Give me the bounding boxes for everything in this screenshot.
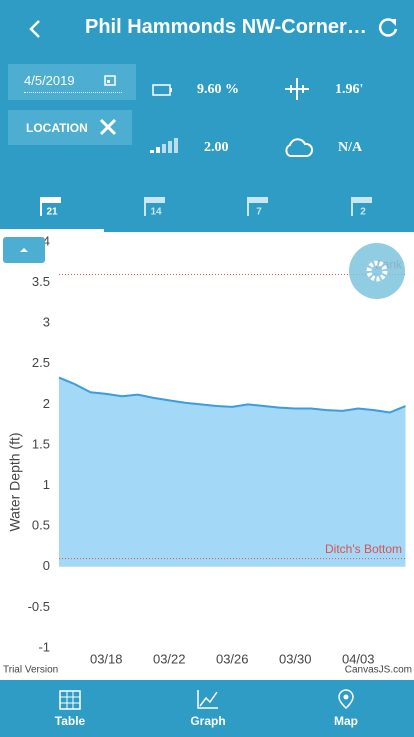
y-tick-label: 2 [43, 396, 50, 411]
calendar-icon [104, 75, 116, 86]
level: 1.96' [335, 82, 364, 97]
nav-label[interactable]: Table [54, 714, 86, 728]
x-tick-label: 03/22 [153, 651, 186, 666]
signal: 2.00 [204, 140, 229, 155]
calendar-top [351, 198, 372, 203]
y-tick-label: 0.5 [32, 518, 50, 533]
date: 4/5/2019 [24, 73, 122, 93]
graph-icon [197, 690, 218, 709]
y-tick-label: -0.5 [28, 599, 50, 614]
tab-label: 7 [256, 207, 262, 216]
y-tick-label: -1 [38, 639, 50, 654]
tab-icon[interactable]: 21 [39, 194, 61, 216]
calendar-top [41, 198, 61, 203]
refresh-button[interactable] [376, 16, 400, 40]
y-tick-label: 1 [43, 477, 50, 492]
settings-button[interactable] [348, 242, 406, 300]
area [59, 377, 406, 567]
tab-label: 14 [150, 207, 162, 216]
nav-label[interactable]: Map [334, 714, 358, 728]
y-tick-label: 1.5 [32, 436, 50, 451]
y-tick-label: 0 [43, 558, 50, 573]
tools-icon [99, 118, 117, 136]
tab-icon[interactable]: 7 [246, 194, 268, 216]
tab-icon[interactable]: 2 [350, 194, 372, 216]
tab-label: 2 [360, 207, 366, 216]
x-tick-label: 04/03 [342, 651, 375, 666]
battery-icon [152, 84, 172, 96]
location-button[interactable]: LOCATION [8, 110, 132, 145]
back-button[interactable] [26, 18, 44, 40]
collapse-button[interactable] [3, 237, 45, 263]
calendar-top [248, 198, 268, 203]
y-tick-label: 2.5 [32, 355, 50, 370]
credit: Trial Version [3, 665, 58, 676]
y-axis-title: Water Depth (ft) [7, 432, 23, 531]
calendar-top [144, 198, 165, 203]
bottom-nav [0, 680, 414, 737]
location-label: LOCATION [26, 121, 88, 135]
tab-label: 21 [46, 207, 58, 216]
x-tick-label: 03/18 [90, 651, 123, 666]
y-tick-label: 3 [43, 315, 50, 330]
y-tick-label: 4 [43, 233, 50, 248]
line [58, 376, 406, 414]
y-tick-label: 3.5 [32, 274, 50, 289]
map-icon [338, 689, 354, 709]
level-icon [285, 78, 309, 100]
active-tab-indicator [0, 229, 104, 232]
battery: 9.60 % [197, 82, 239, 97]
strip-label: Ditch's Bottom [325, 542, 402, 556]
x-tick-label: 03/30 [279, 651, 312, 666]
tab-icon[interactable]: 14 [143, 194, 165, 216]
x-tick-label: 03/26 [216, 651, 249, 666]
cloud-icon [285, 138, 314, 157]
signal-icon [150, 138, 178, 153]
header: Phil Hammonds NW-Corner… 4/5/2019 LOCATI… [0, 0, 414, 232]
date-picker[interactable]: 4/5/2019 [8, 64, 136, 100]
weather: N/A [338, 140, 363, 155]
nav-label[interactable]: Graph [190, 714, 226, 728]
title: Phil Hammonds NW-Corner… [85, 16, 367, 38]
chart: Water Depth (ft) Trial Version CanvasJS.… [3, 233, 412, 676]
credit: CanvasJS.com [345, 665, 412, 676]
table-icon [59, 690, 81, 710]
